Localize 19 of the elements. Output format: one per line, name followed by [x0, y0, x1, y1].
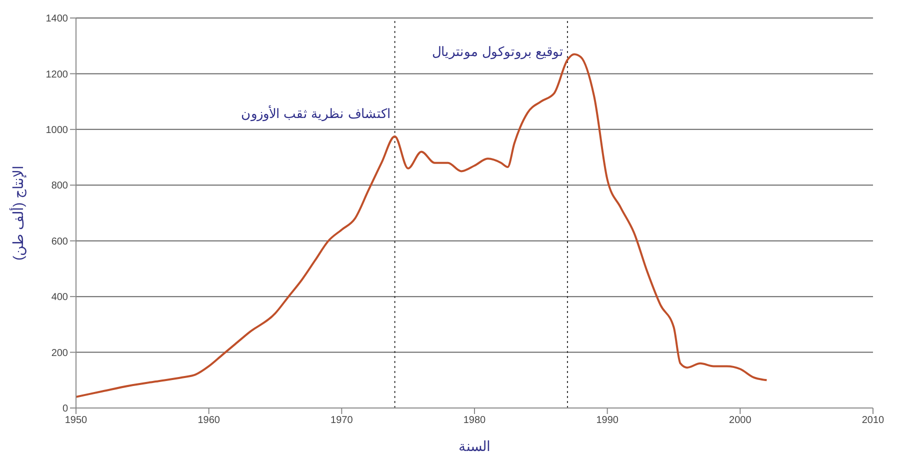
x-axis-title: السنة — [458, 438, 490, 454]
ref-line-label: اكتشاف نظرية ثقب الأوزون — [240, 105, 391, 122]
y-tick-label: 800 — [51, 180, 68, 192]
x-tick-label: 1960 — [198, 415, 220, 426]
y-tick-label: 400 — [51, 292, 68, 304]
x-tick-label: 2000 — [729, 415, 752, 426]
x-tick-label: 1980 — [463, 415, 486, 426]
y-tick-label: 0 — [62, 404, 68, 415]
y-tick-label: 600 — [51, 236, 68, 248]
x-tick-label: 1990 — [596, 415, 619, 426]
x-tick-label: 1950 — [64, 415, 88, 426]
y-tick-label: 1400 — [46, 14, 68, 25]
y-tick-label: 1000 — [46, 124, 68, 136]
y-tick-label: 200 — [51, 348, 68, 359]
x-tick-label: 1970 — [330, 415, 354, 426]
y-axis-title: الإنتاج (ألف طن) — [8, 165, 27, 261]
ref-line-label: توقيع بروتوكول مونتريال — [432, 44, 564, 60]
x-tick-label: 2010 — [862, 415, 885, 426]
y-tick-label: 1200 — [46, 69, 68, 80]
